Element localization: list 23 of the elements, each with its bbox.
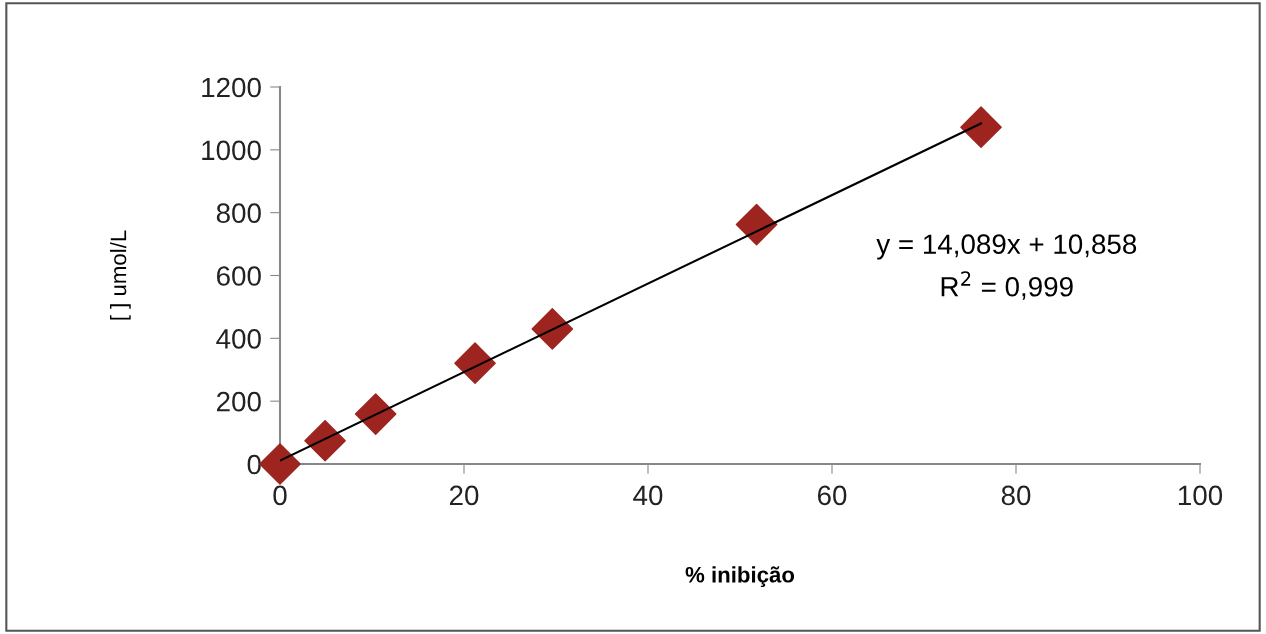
- point: [454, 342, 496, 384]
- x-tick-label: 0: [273, 485, 287, 506]
- x-axis-title: % inibição: [685, 566, 795, 587]
- y-axis-title: [ ] umol/L: [110, 230, 131, 320]
- y-tick-label: 0: [247, 454, 261, 475]
- annotation: y = 14,089x + 10,858 R$^{2}$ = 0,999: [876, 234, 1137, 300]
- y-tick-label: 400: [216, 329, 261, 349]
- y-tick-label: 200: [217, 391, 261, 412]
- x-tick-label: 100: [1178, 485, 1223, 506]
- point: [354, 393, 397, 435]
- x-tick-label: 40: [633, 485, 663, 506]
- x-tick-label: 80: [1001, 485, 1031, 506]
- point: [259, 443, 301, 485]
- point: [304, 419, 346, 462]
- point: [735, 203, 778, 246]
- point: [960, 106, 1002, 149]
- y-tick-label: 600: [217, 266, 261, 286]
- x-tick-label: 60: [817, 485, 847, 506]
- y-tick-label: 1200: [202, 77, 261, 98]
- point: [531, 308, 574, 350]
- y-tick-label: 1000: [202, 140, 261, 161]
- y-tick-label: 800: [216, 203, 261, 224]
- x-tick-label: 20: [449, 485, 479, 506]
